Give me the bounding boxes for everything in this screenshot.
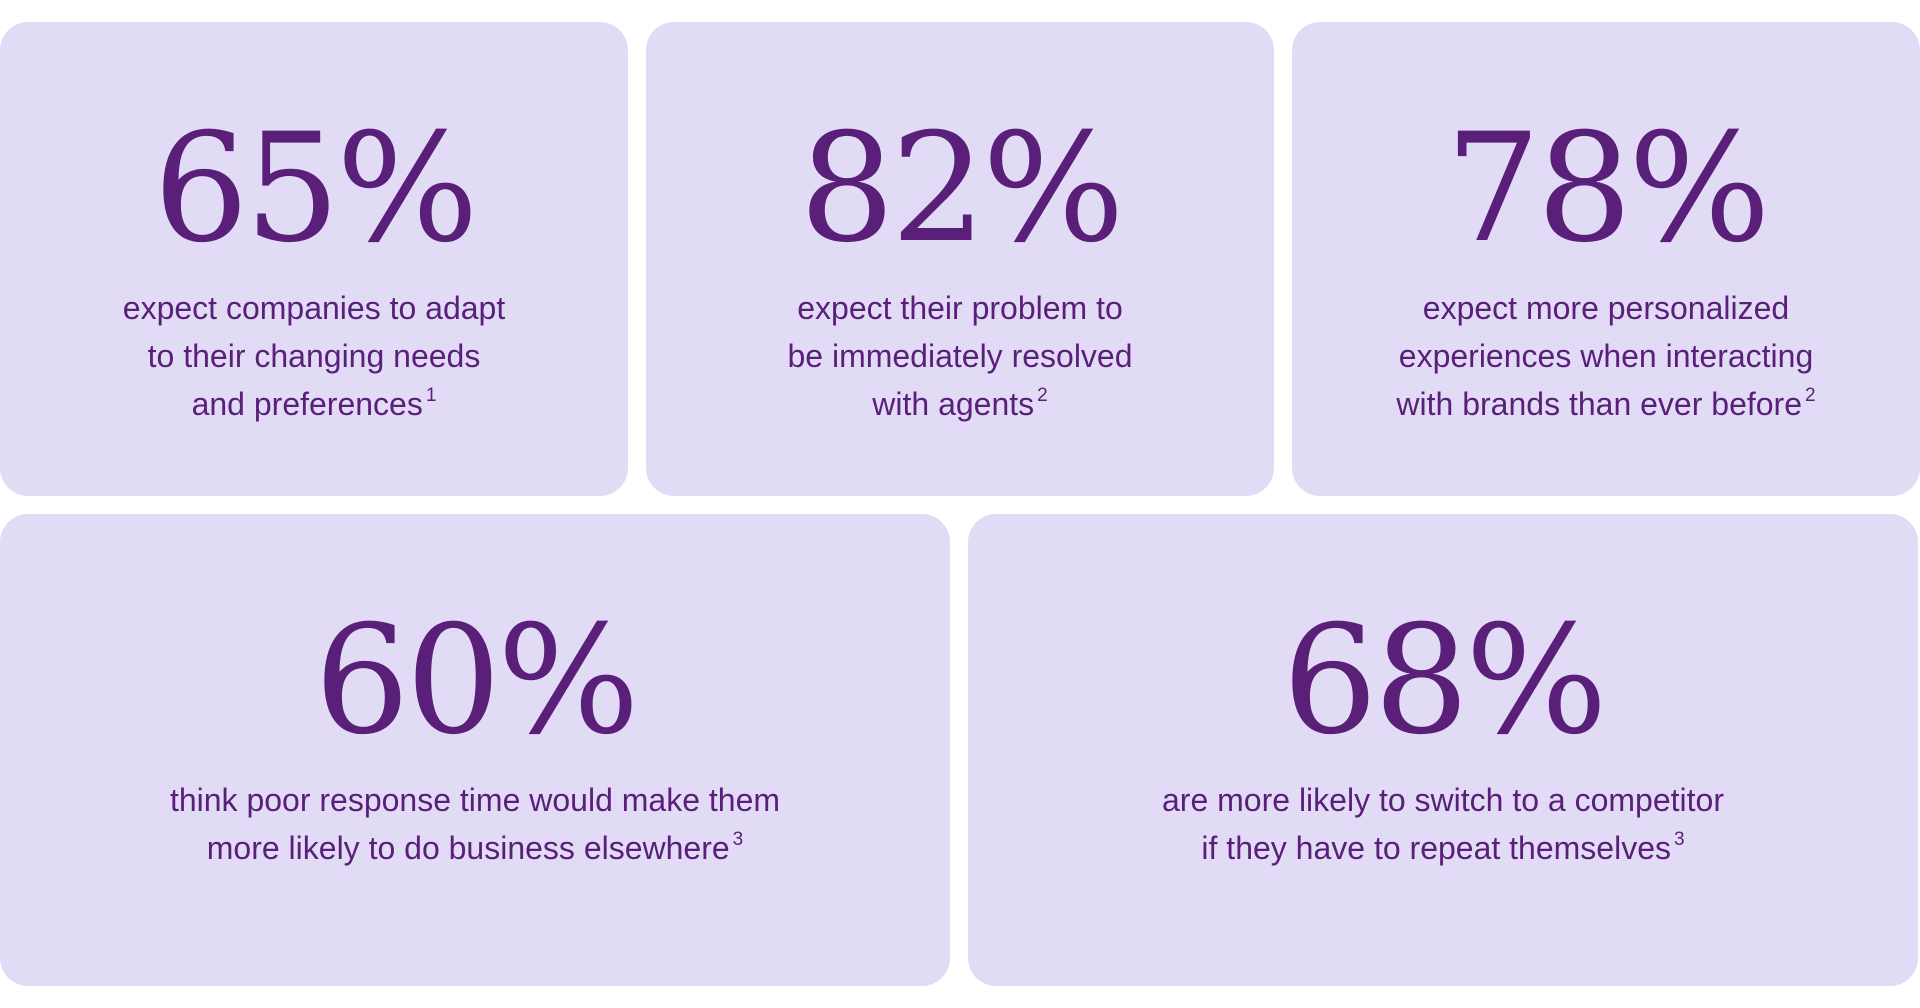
stat-card-65-percent: 65% expect companies to adapt to their c… [0, 22, 628, 496]
footnote-marker: 2 [1037, 385, 1048, 407]
footnote-marker: 2 [1805, 385, 1816, 407]
footnote-marker: 1 [425, 385, 437, 407]
description-text: and preferences [191, 386, 423, 422]
footnote-marker: 3 [1674, 829, 1685, 851]
description-line: be immediately resolved [787, 338, 1133, 374]
stat-value: 65% [153, 102, 478, 276]
description-text: if they have to repeat themselves [1201, 830, 1671, 866]
stat-description: expect companies to adapt to their chang… [0, 284, 628, 428]
description-line: to their changing needs [147, 338, 481, 374]
stat-value: 60% [314, 594, 639, 768]
stat-card-78-percent: 78% expect more personalized experiences… [1292, 22, 1920, 496]
stat-description: think poor response time would make them… [0, 776, 950, 872]
stat-description: expect more personalized experiences whe… [1292, 284, 1920, 428]
description-line: are more likely to switch to a competito… [1162, 782, 1724, 818]
stat-description: expect their problem to be immediately r… [646, 284, 1274, 428]
description-line-last: more likely to do business elsewhere 3 [0, 824, 950, 872]
description-text: with brands than ever before [1396, 386, 1802, 422]
stat-description: are more likely to switch to a competito… [968, 776, 1918, 872]
stat-card-82-percent: 82% expect their problem to be immediate… [646, 22, 1274, 496]
stat-value: 78% [1445, 102, 1770, 276]
description-line: expect companies to adapt [122, 290, 506, 326]
description-line-last: with agents 2 [646, 380, 1274, 428]
stat-value: 82% [799, 102, 1124, 276]
description-line-last: with brands than ever before 2 [1292, 380, 1920, 428]
description-line-last: and preferences 1 [0, 380, 628, 428]
stat-card-68-percent: 68% are more likely to switch to a compe… [968, 514, 1918, 986]
description-text: with agents [872, 386, 1035, 422]
description-line: think poor response time would make them [169, 782, 781, 818]
description-line: expect their problem to [797, 290, 1123, 326]
footnote-marker: 3 [732, 829, 744, 851]
stat-value: 68% [1282, 594, 1607, 768]
description-line-last: if they have to repeat themselves 3 [968, 824, 1918, 872]
description-line: experiences when interacting [1398, 338, 1814, 374]
description-line: expect more personalized [1422, 290, 1790, 326]
description-text: more likely to do business elsewhere [206, 830, 730, 866]
stat-card-60-percent: 60% think poor response time would make … [0, 514, 950, 986]
